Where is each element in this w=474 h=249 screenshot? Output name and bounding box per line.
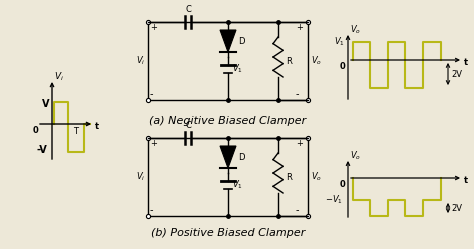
- Text: 2V: 2V: [451, 69, 462, 78]
- Text: (a) Negitive Biased Clamper: (a) Negitive Biased Clamper: [149, 116, 307, 126]
- Text: T: T: [73, 127, 79, 136]
- Text: C: C: [185, 5, 191, 14]
- Text: $V_1$: $V_1$: [232, 63, 243, 75]
- Text: -: -: [150, 89, 154, 99]
- Text: 0: 0: [339, 180, 345, 189]
- Text: R: R: [286, 57, 292, 65]
- Text: $-V_1$: $-V_1$: [325, 194, 343, 206]
- Text: D: D: [238, 37, 245, 46]
- Text: $V_1$: $V_1$: [334, 36, 345, 48]
- Text: $V_o$: $V_o$: [311, 171, 322, 183]
- Text: t: t: [464, 176, 468, 185]
- Text: R: R: [286, 173, 292, 182]
- Polygon shape: [220, 30, 236, 52]
- Text: $V_i$: $V_i$: [54, 71, 64, 83]
- Text: -: -: [150, 205, 154, 215]
- Text: V: V: [42, 99, 49, 109]
- Text: -V: -V: [36, 145, 47, 155]
- Text: D: D: [238, 152, 245, 162]
- Text: $V_o$: $V_o$: [350, 150, 361, 162]
- Text: +: +: [296, 139, 303, 148]
- Text: $V_o$: $V_o$: [311, 55, 322, 67]
- Text: (b) Positive Biased Clamper: (b) Positive Biased Clamper: [151, 228, 305, 238]
- Text: 2V: 2V: [451, 203, 462, 212]
- Text: 0: 0: [32, 126, 38, 135]
- Text: +: +: [296, 23, 303, 32]
- Text: $V_o$: $V_o$: [350, 24, 361, 36]
- Polygon shape: [220, 146, 236, 168]
- Text: $V_i$: $V_i$: [136, 55, 145, 67]
- Text: -: -: [296, 89, 300, 99]
- Text: +: +: [150, 139, 157, 148]
- Text: 0: 0: [339, 62, 345, 71]
- Text: C: C: [185, 121, 191, 130]
- Text: $V_1$: $V_1$: [232, 179, 243, 191]
- Text: t: t: [464, 58, 468, 66]
- Text: $V_i$: $V_i$: [136, 171, 145, 183]
- Text: +: +: [150, 23, 157, 32]
- Text: t: t: [95, 122, 99, 130]
- Text: -: -: [296, 205, 300, 215]
